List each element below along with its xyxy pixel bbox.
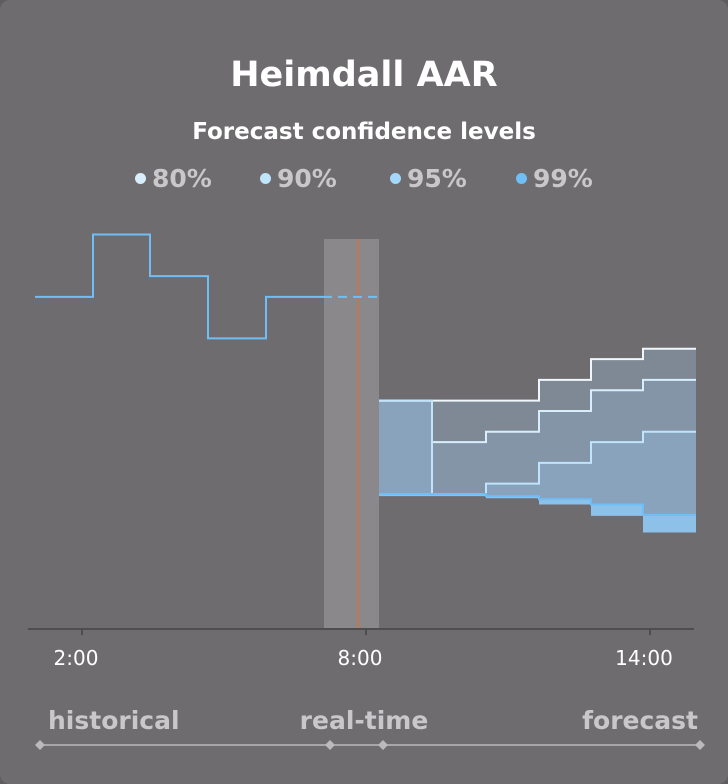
legend-label-80: 80% — [152, 164, 212, 193]
x-tick-label-2: 14:00 — [615, 646, 673, 670]
legend-item-99[interactable]: 99% — [516, 164, 593, 193]
legend-label-95: 95% — [407, 164, 467, 193]
legend-dot-90 — [260, 173, 271, 184]
legend-label-90: 90% — [277, 164, 337, 193]
legend-item-80[interactable]: 80% — [135, 164, 212, 193]
phase-marker-2 — [378, 740, 388, 750]
chart-subtitle: Forecast confidence levels — [192, 119, 536, 145]
forecast-band-90 — [379, 379, 696, 495]
phase-marker-3 — [695, 740, 705, 750]
phase-label-historical: historical — [48, 706, 180, 735]
legend-item-95[interactable]: 95% — [390, 164, 467, 193]
chart-title: Heimdall AAR — [230, 55, 498, 95]
historical-line — [35, 233, 323, 340]
legend-dot-99 — [516, 173, 527, 184]
phase-label-forecast: forecast — [582, 706, 698, 735]
legend-dot-80 — [135, 173, 146, 184]
legend-label-99: 99% — [533, 164, 593, 193]
phase-label-real-time: real-time — [300, 706, 429, 735]
realtime-band — [324, 239, 379, 629]
legend-dot-95 — [390, 173, 401, 184]
phase-marker-0 — [35, 740, 45, 750]
phase-marker-1 — [325, 740, 335, 750]
forecast-band-99 — [379, 494, 696, 533]
legend: 80% 90% 95% 99% — [0, 164, 728, 200]
forecast-band-95 — [379, 400, 696, 515]
forecast-lower-line — [379, 493, 696, 516]
x-tick-label-0: 2:00 — [54, 646, 99, 670]
forecast-upper-line-3 — [379, 399, 696, 496]
forecast-upper-line-1 — [379, 347, 696, 402]
legend-item-90[interactable]: 90% — [260, 164, 337, 193]
forecast-band-80 — [379, 348, 696, 443]
x-tick-label-1: 8:00 — [338, 646, 383, 670]
